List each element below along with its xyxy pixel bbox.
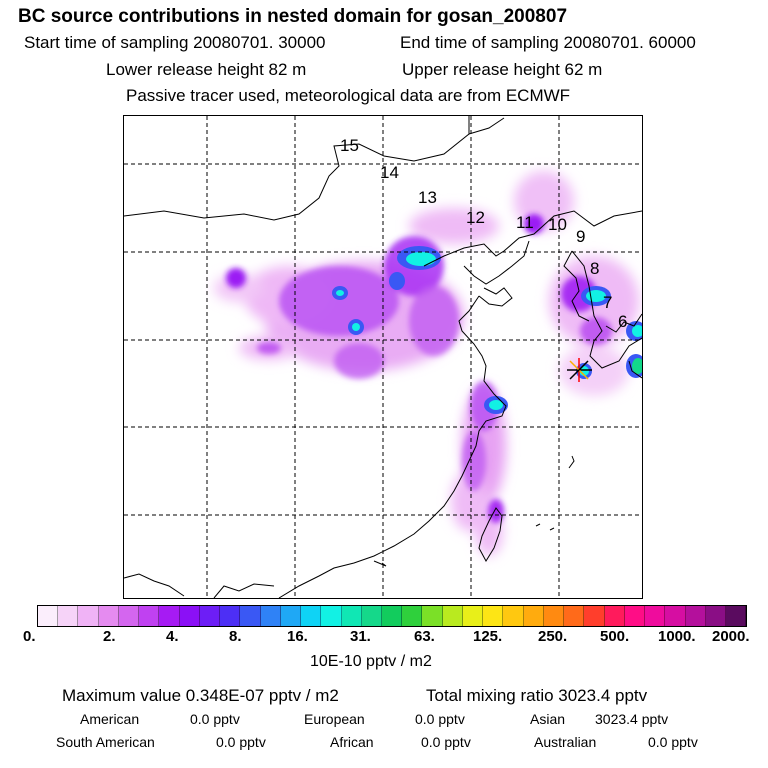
colorbar-swatch (584, 606, 605, 626)
day-markers: 15 14 13 12 11 10 9 8 7 6 (340, 136, 627, 331)
colorbar-swatch (38, 606, 59, 626)
colorbar-swatch (98, 606, 119, 626)
end-time-label: End time of sampling 20080701. 60000 (400, 33, 696, 52)
colorbar-tick: 63. (414, 628, 435, 645)
colorbar-swatch (442, 606, 463, 626)
source-contribution-map: 15 14 13 12 11 10 9 8 7 6 (123, 115, 643, 599)
colorbar-swatch (685, 606, 706, 626)
day-marker: 15 (340, 136, 359, 155)
region-name: South American (56, 734, 155, 750)
units-label: 10E-10 pptv / m2 (310, 653, 432, 670)
region-value: 0.0 pptv (216, 734, 266, 750)
colorbar-tick: 125. (473, 628, 503, 645)
region-name: American (80, 711, 140, 727)
colorbar-swatch (240, 606, 261, 626)
colorbar-tick: 31. (350, 628, 371, 645)
colorbar (37, 605, 747, 627)
colorbar-swatch (725, 606, 747, 626)
region-value: 3023.4 pptv (595, 711, 669, 727)
colorbar-tick: 250. (538, 628, 568, 645)
colorbar-swatch (280, 606, 302, 626)
colorbar-tick: 0. (23, 628, 36, 645)
colorbar-tick: 1000. (658, 628, 696, 645)
colorbar-swatch (361, 606, 382, 626)
colorbar-swatch (604, 606, 625, 626)
total-mixing-ratio: Total mixing ratio 3023.4 pptv (426, 686, 648, 705)
receptor-star-icon (567, 358, 592, 382)
plot-title: BC source contributions in nested domain… (18, 6, 568, 27)
colorbar-swatch (564, 606, 585, 626)
colorbar-swatch (705, 606, 726, 626)
colorbar-tick: 4. (166, 628, 179, 645)
tracer-note: Passive tracer used, meteorological data… (126, 86, 571, 105)
colorbar-swatch (260, 606, 281, 626)
region-name: European (304, 711, 365, 727)
max-value: Maximum value 0.348E-07 pptv / m2 (62, 686, 339, 705)
colorbar-tick: 500. (600, 628, 630, 645)
colorbar-swatch (139, 606, 160, 626)
region-name: African (330, 734, 374, 750)
colorbar-tick: 2000. (712, 628, 750, 645)
colorbar-swatch (462, 606, 484, 626)
colorbar-swatch (179, 606, 200, 626)
day-marker: 7 (603, 293, 612, 312)
day-marker: 10 (548, 215, 567, 234)
region-value: 0.0 pptv (421, 734, 471, 750)
lat-lon-grid (124, 116, 642, 598)
colorbar-swatch (220, 606, 241, 626)
colorbar-tick: 16. (287, 628, 308, 645)
colorbar-swatch (402, 606, 423, 626)
day-marker: 11 (516, 213, 534, 232)
colorbar-swatch (341, 606, 362, 626)
coastlines (124, 116, 642, 598)
colorbar-tick: 8. (229, 628, 242, 645)
colorbar-tick: 2. (103, 628, 116, 645)
colorbar-swatch (78, 606, 99, 626)
colorbar-swatch (503, 606, 524, 626)
colorbar-swatch (624, 606, 646, 626)
colorbar-swatch (118, 606, 140, 626)
colorbar-swatch (483, 606, 504, 626)
region-value: 0.0 pptv (415, 711, 465, 727)
lower-height-label: Lower release height 82 m (106, 60, 307, 79)
region-name: Asian (530, 711, 566, 727)
colorbar-swatch (543, 606, 565, 626)
region-value: 0.0 pptv (648, 734, 698, 750)
day-marker: 12 (466, 208, 485, 227)
start-time-label: Start time of sampling 20080701. 30000 (24, 33, 326, 52)
colorbar-swatch (645, 606, 666, 626)
region-value: 0.0 pptv (190, 711, 240, 727)
colorbar-swatch (665, 606, 686, 626)
colorbar-swatch (422, 606, 443, 626)
region-name: Australian (534, 734, 597, 750)
day-marker: 13 (418, 188, 437, 207)
colorbar-swatch (321, 606, 342, 626)
colorbar-swatch (58, 606, 79, 626)
colorbar-swatch (199, 606, 221, 626)
day-marker: 8 (590, 259, 599, 278)
colorbar-swatch (159, 606, 180, 626)
colorbar-swatch (523, 606, 544, 626)
upper-height-label: Upper release height 62 m (402, 60, 603, 79)
colorbar-swatch (381, 606, 403, 626)
day-marker: 6 (618, 312, 627, 331)
day-marker: 14 (380, 163, 399, 182)
colorbar-swatch (301, 606, 322, 626)
day-marker: 9 (576, 227, 585, 246)
map-canvas: 15 14 13 12 11 10 9 8 7 6 (124, 116, 642, 598)
